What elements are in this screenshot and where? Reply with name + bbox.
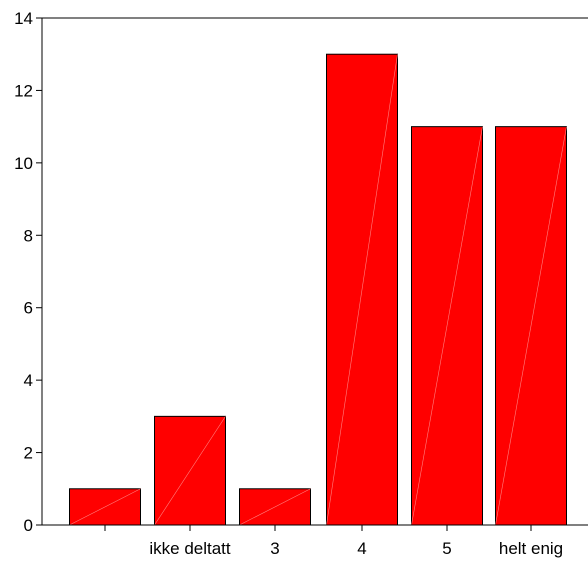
- y-tick-label-0: 0: [24, 516, 33, 535]
- bar-shading-line-1: [154, 416, 226, 526]
- y-tick-label-2: 4: [24, 371, 33, 390]
- y-tick-label-3: 6: [24, 299, 33, 318]
- x-tick-label-1: ikke deltatt: [149, 539, 231, 558]
- x-tick-label-3: 4: [357, 539, 366, 558]
- y-tick-label-1: 2: [24, 444, 33, 463]
- axes-group: [41, 17, 588, 526]
- y-tick-label-5: 10: [14, 154, 33, 173]
- bars-group: [69, 53, 567, 526]
- y-tick-label-4: 8: [24, 226, 33, 245]
- x-tick-label-5: helt enig: [499, 539, 563, 558]
- y-ticks-group: 0 2 4 6 8 10 12 14: [14, 9, 42, 535]
- bar-shading-line-2: [239, 488, 311, 526]
- y-tick-label-7: 14: [14, 9, 33, 28]
- x-ticks-group: ikke deltatt 3 4 5 helt enig: [104, 525, 563, 558]
- bar-shading-line-3: [326, 54, 398, 526]
- x-tick-label-2: 3: [270, 539, 279, 558]
- y-tick-label-6: 12: [14, 81, 33, 100]
- bar-shading-line-0: [69, 488, 141, 526]
- bar-shading-line-4: [411, 126, 483, 526]
- x-tick-label-4: 5: [442, 539, 451, 558]
- bar-shading-line-5: [495, 126, 567, 526]
